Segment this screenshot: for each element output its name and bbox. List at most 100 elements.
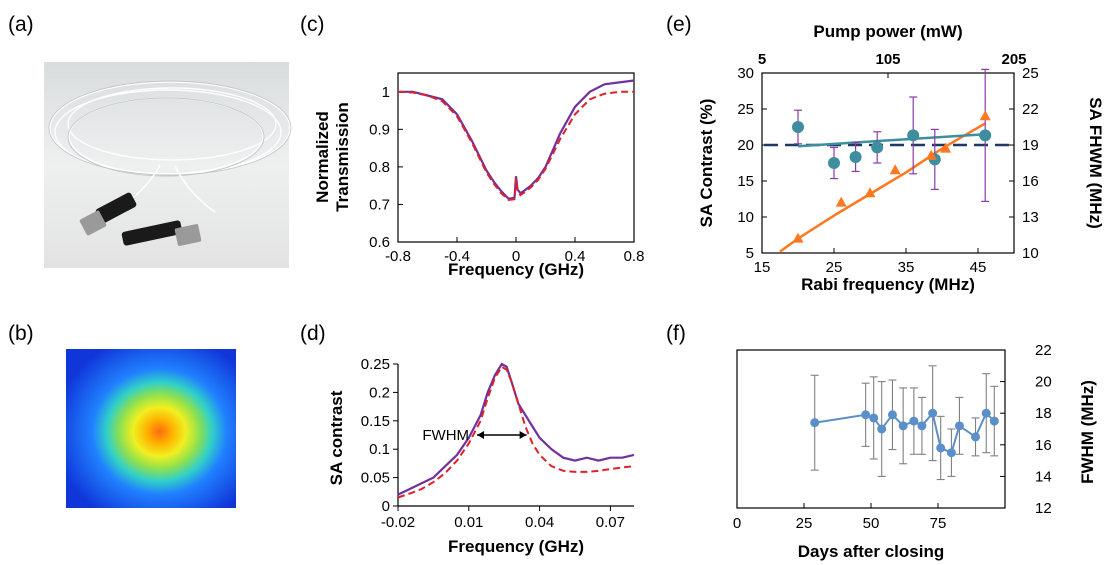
y-left-tick-label: 15 (737, 173, 754, 190)
y-axis-label: SA contrast (327, 390, 346, 485)
x-tick-label: -0.02 (381, 514, 415, 531)
y-tick-label: 0.15 (361, 413, 390, 430)
y-axis-label-line2: Transmission (333, 102, 352, 212)
y-right-tick-label: 12 (1035, 500, 1052, 517)
contrast-point (979, 110, 991, 121)
fc-connector-right (121, 220, 202, 246)
contrast-point (925, 149, 937, 160)
fwhm-point (828, 157, 840, 169)
top-x-tick-label: 205 (1001, 51, 1026, 68)
x-tick-label: 0.01 (454, 514, 483, 531)
contrast-point (864, 187, 876, 198)
y-right-tick-label: 16 (1035, 437, 1052, 454)
fwhm-point (861, 410, 871, 420)
x-tick-label: 50 (863, 515, 880, 532)
y-right-tick-label: 19 (1022, 137, 1039, 154)
y-right-tick-label: 22 (1035, 342, 1052, 359)
y-right-tick-label: 13 (1022, 209, 1039, 226)
y-axis-label-line1: Normalized (313, 111, 332, 203)
y-left-tick-label: 5 (746, 245, 754, 262)
contrast-point (835, 196, 847, 207)
chart-sa-contrast: -0.02 0.01 0.04 0.07 0 0.05 0.1 0.15 0.2 0.25 Freq… (327, 356, 635, 556)
fwhm-point (946, 448, 956, 458)
x-tick-label: 0.4 (565, 248, 586, 265)
y-right-axis-label: FWHM (MHz) (1078, 380, 1097, 484)
fwhm-point (981, 408, 991, 418)
panel-label-e: (e) (666, 13, 692, 36)
panel-label-b: (b) (8, 322, 34, 345)
fwhm-point (869, 413, 879, 423)
fwhm-point (849, 151, 862, 163)
chart-transmission: -0.8 -0.4 0 0.4 0.8 0.6 0.7 0.8 0.9 1 Frequency (G… (313, 72, 645, 279)
fwhm-point (792, 121, 804, 133)
panel-label-d: (d) (300, 322, 326, 345)
x-tick-label: 75 (930, 515, 947, 532)
y-right-tick-label: 14 (1035, 468, 1052, 485)
x-axis-label: Frequency (GHz) (448, 260, 584, 279)
fwhm-point (989, 416, 999, 426)
x-axis-label: Frequency (GHz) (448, 537, 584, 556)
fwhm-point (979, 129, 992, 142)
y-tick-label: 0.8 (369, 159, 390, 176)
y-right-tick-label: 18 (1035, 405, 1052, 422)
y-tick-label: 1 (382, 84, 390, 101)
fwhm-point (917, 421, 927, 431)
y-tick-label: 0.2 (369, 384, 390, 401)
y-right-tick-label: 25 (1022, 65, 1039, 82)
x-tick-label: 25 (826, 259, 843, 276)
fwhm-point (907, 129, 920, 142)
y-left-axis-label: SA Contrast (%) (697, 99, 716, 228)
series-measured (398, 79, 635, 200)
chart-rabi-frequency: 15 25 35 455 105 20551015202530101316192225Ra… (697, 22, 1105, 294)
y-tick-label: 0.9 (369, 121, 390, 138)
x-tick-label: 25 (796, 515, 813, 532)
top-x-axis-label: Pump power (mW) (813, 22, 962, 41)
panel-label-f: (f) (666, 322, 686, 345)
y-left-tick-label: 25 (737, 101, 754, 118)
contrast-point (940, 142, 952, 153)
y-tick-label: 0.7 (369, 196, 390, 213)
top-x-tick-label: 5 (758, 51, 766, 68)
series-fit (397, 365, 635, 499)
x-tick-label: -0.8 (385, 248, 411, 265)
fwhm-point (909, 416, 919, 426)
x-axis-label: Rabi frequency (MHz) (801, 275, 975, 294)
y-right-tick-label: 16 (1022, 173, 1039, 190)
fc-connector-left (79, 192, 137, 236)
fwhm-arrow-right-head (519, 431, 527, 439)
y-left-tick-label: 20 (737, 137, 754, 154)
fwhm-point (871, 141, 884, 154)
chart-days-after-closing: 0 25 50 75 12 14 16 18 20 22 Days after closing FWH… (733, 342, 1097, 561)
fwhm-series-line (814, 411, 995, 455)
x-tick-label: 15 (754, 259, 771, 276)
panel-label-a: (a) (8, 13, 34, 36)
x-tick-label: 0 (733, 515, 741, 532)
fwhm-point (936, 443, 946, 453)
contrast-point (889, 164, 901, 175)
contrast-point (792, 232, 804, 243)
plot-frame (761, 72, 1015, 254)
y-tick-label: 0 (382, 498, 390, 515)
x-tick-label: 0.07 (596, 514, 625, 531)
fwhm-point (898, 421, 908, 431)
x-tick-label: 35 (898, 259, 915, 276)
fwhm-point (887, 410, 897, 420)
fwhm-point (928, 408, 938, 418)
contrast-fit-line (779, 122, 986, 253)
fwhm-point (810, 418, 820, 428)
y-right-tick-label: 22 (1022, 101, 1039, 118)
fwhm-annotation: FWHM (422, 427, 469, 444)
y-tick-label: 0.25 (361, 356, 390, 373)
y-right-axis-label: SA FHWM (MHz) (1086, 97, 1105, 229)
fwhm-fit-line (797, 132, 986, 148)
x-tick-label: 0.8 (624, 248, 645, 265)
y-tick-label: 0.6 (369, 234, 390, 251)
x-tick-label: 0.04 (525, 514, 554, 531)
x-tick-label: 45 (970, 259, 987, 276)
fwhm-point (877, 424, 887, 434)
y-right-tick-label: 20 (1035, 374, 1052, 391)
mode-profile-heatmap (66, 349, 236, 508)
x-tick-label: -0.4 (444, 248, 470, 265)
panel-label-c: (c) (300, 13, 325, 36)
